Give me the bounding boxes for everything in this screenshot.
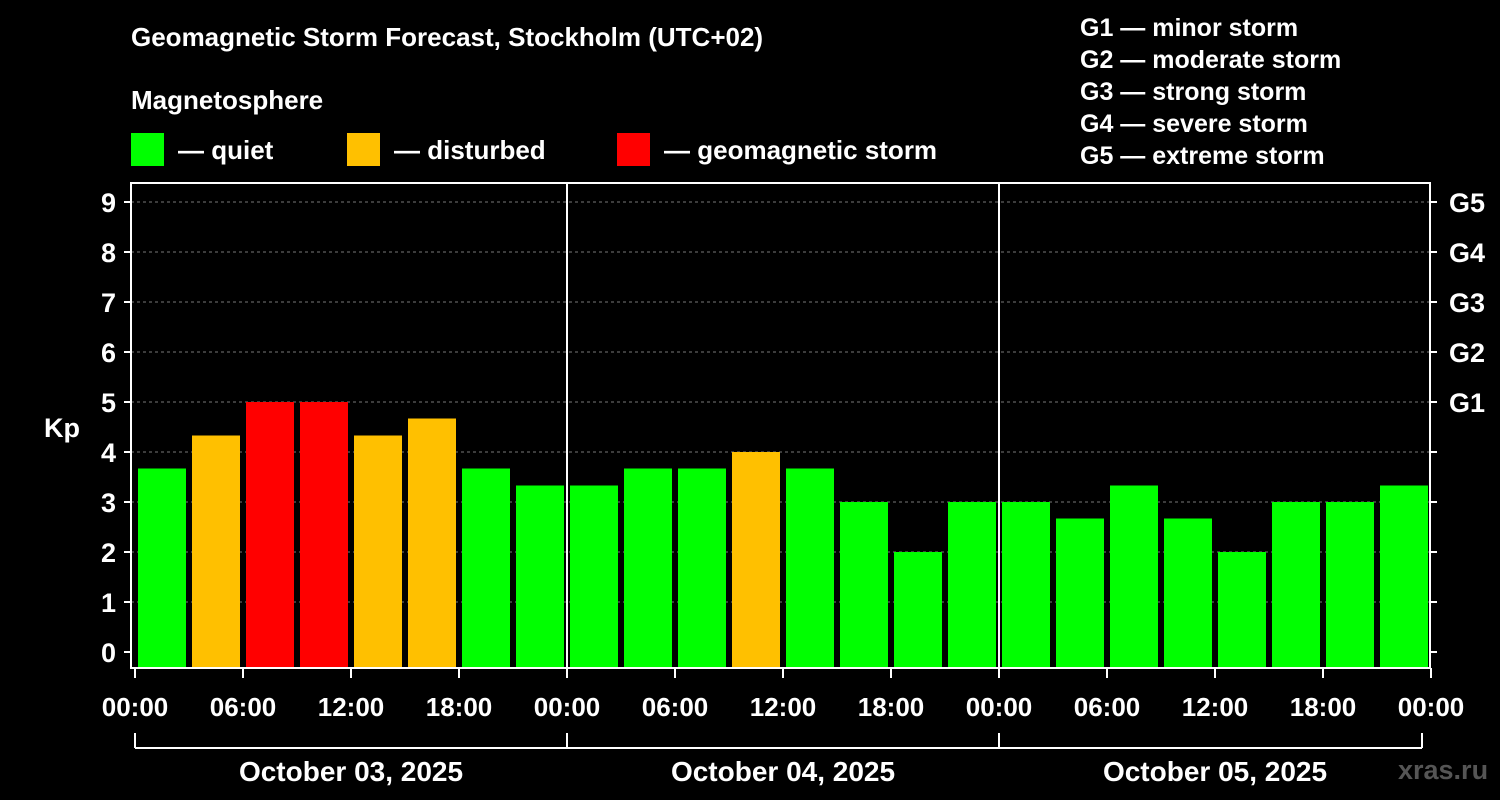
x-tick-label: 18:00 bbox=[1290, 692, 1357, 722]
x-tick-label: 00:00 bbox=[102, 692, 169, 722]
y-tick-label: 3 bbox=[101, 488, 116, 518]
watermark: xras.ru bbox=[1398, 755, 1489, 785]
kp-bar bbox=[1272, 502, 1320, 668]
y-tick-label: 5 bbox=[101, 388, 116, 418]
kp-bar bbox=[192, 435, 240, 668]
g-scale-g2: G2 — moderate storm bbox=[1080, 46, 1342, 74]
g-tick-label: G5 bbox=[1449, 188, 1485, 218]
y-tick-label: 2 bbox=[101, 538, 116, 568]
kp-bar bbox=[732, 452, 780, 668]
x-tick-label: 12:00 bbox=[750, 692, 817, 722]
legend-label-quiet: — quiet bbox=[178, 135, 274, 165]
y-tick-label: 1 bbox=[101, 588, 116, 618]
legend-swatch-storm bbox=[617, 133, 650, 166]
y-tick-label: 8 bbox=[101, 238, 116, 268]
kp-bar bbox=[354, 435, 402, 668]
date-label: October 05, 2025 bbox=[1103, 756, 1327, 787]
kp-bar bbox=[462, 468, 510, 668]
g-scale-g4: G4 — severe storm bbox=[1080, 110, 1308, 138]
kp-bar bbox=[948, 502, 996, 668]
x-tick-label: 00:00 bbox=[966, 692, 1033, 722]
y-axis-label: Kp bbox=[44, 413, 80, 443]
y-tick-label: 4 bbox=[101, 438, 116, 468]
kp-bar bbox=[624, 468, 672, 668]
magnetosphere-label: Magnetosphere bbox=[131, 85, 324, 115]
legend-swatch-quiet bbox=[131, 133, 164, 166]
x-tick-label: 06:00 bbox=[1074, 692, 1141, 722]
kp-bar bbox=[570, 485, 618, 668]
y-tick-label: 0 bbox=[101, 638, 116, 668]
x-tick-label: 00:00 bbox=[1398, 692, 1465, 722]
g-tick-label: G2 bbox=[1449, 338, 1485, 368]
axis-layer bbox=[124, 182, 1437, 749]
g-tick-label: G1 bbox=[1449, 388, 1485, 418]
kp-bar bbox=[1380, 485, 1428, 668]
kp-bar bbox=[1056, 518, 1104, 668]
x-tick-label: 18:00 bbox=[858, 692, 925, 722]
kp-bar bbox=[1218, 552, 1266, 668]
kp-bar bbox=[678, 468, 726, 668]
kp-bar bbox=[300, 402, 348, 668]
chart-title: Geomagnetic Storm Forecast, Stockholm (U… bbox=[131, 22, 764, 52]
kp-bar bbox=[894, 552, 942, 668]
g-scale-g3: G3 — strong storm bbox=[1080, 78, 1307, 106]
kp-bar bbox=[246, 402, 294, 668]
y-tick-label: 9 bbox=[101, 188, 116, 218]
kp-bar bbox=[840, 502, 888, 668]
g-tick-label: G3 bbox=[1449, 288, 1485, 318]
x-tick-label: 00:00 bbox=[534, 692, 601, 722]
kp-bar bbox=[408, 418, 456, 668]
kp-bar bbox=[138, 468, 186, 668]
date-label: October 04, 2025 bbox=[671, 756, 895, 787]
g-scale-g5: G5 — extreme storm bbox=[1080, 142, 1325, 170]
legend-label-storm: — geomagnetic storm bbox=[664, 135, 938, 165]
kp-bar bbox=[516, 485, 564, 668]
kp-bar bbox=[1164, 518, 1212, 668]
plot-frame bbox=[130, 182, 1431, 669]
x-tick-label: 06:00 bbox=[210, 692, 277, 722]
y-tick-label: 7 bbox=[101, 288, 116, 318]
kp-bar bbox=[1326, 502, 1374, 668]
date-label: October 03, 2025 bbox=[239, 756, 463, 787]
kp-bar bbox=[1002, 502, 1050, 668]
g-scale-g1: G1 — minor storm bbox=[1080, 14, 1299, 42]
x-tick-label: 12:00 bbox=[318, 692, 385, 722]
kp-bar bbox=[786, 468, 834, 668]
bars-layer bbox=[138, 402, 1428, 668]
g-tick-label: G4 bbox=[1449, 238, 1485, 268]
y-tick-label: 6 bbox=[101, 338, 116, 368]
x-tick-label: 18:00 bbox=[426, 692, 493, 722]
x-tick-label: 06:00 bbox=[642, 692, 709, 722]
legend-label-disturbed: — disturbed bbox=[394, 135, 546, 165]
kp-bar bbox=[1110, 485, 1158, 668]
x-tick-label: 12:00 bbox=[1182, 692, 1249, 722]
label-layer: 0 1 2 3 4 5 6 7 8 9 G1 G2 G3 G4 G5 Kp 00:00 06:00 12:00 18:… bbox=[44, 188, 1485, 787]
legend-swatch-disturbed bbox=[347, 133, 380, 166]
